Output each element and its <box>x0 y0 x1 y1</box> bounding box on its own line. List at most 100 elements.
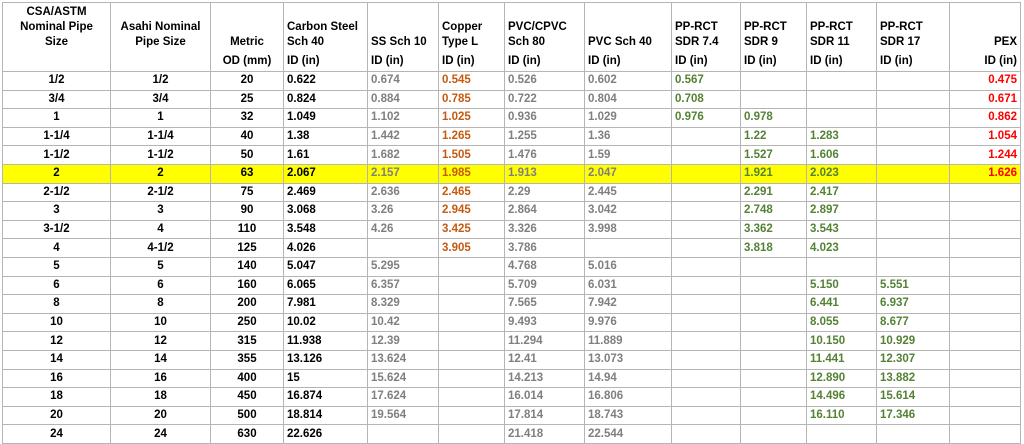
table-cell <box>671 256 741 277</box>
table-cell: 11.294 <box>504 331 585 351</box>
table-cell <box>671 387 741 407</box>
column-subheader: ID (in) <box>504 52 585 72</box>
table-cell: 0.862 <box>949 108 1021 128</box>
table-row: 14 14 355 13.126 13.624 12.41 13.073 11.441 12.3… <box>2 349 1021 370</box>
table-cell <box>740 71 807 91</box>
table-cell: 16.014 <box>504 387 585 407</box>
table-cell: 19.564 <box>367 405 439 426</box>
table-row: 2 2 63 2.067 2.157 1.985 1.913 2.047 1.921 2.023 1… <box>2 163 1021 184</box>
table-cell: 3 <box>110 201 211 221</box>
column-header: CSA/ASTM Nominal Pipe Size <box>2 2 111 52</box>
table-row: 12 12 315 11.938 12.39 11.294 11.889 10.150 10.9… <box>2 331 1021 351</box>
table-cell <box>740 294 807 314</box>
table-cell <box>876 182 950 203</box>
table-cell: 0.824 <box>283 89 368 110</box>
table-cell: 40 <box>210 126 284 147</box>
table-cell <box>740 368 807 389</box>
column-subheader: ID (in) <box>584 52 672 72</box>
table-cell <box>949 387 1021 407</box>
table-cell: 1.985 <box>438 163 505 184</box>
table-cell: 13.624 <box>367 349 439 370</box>
table-cell <box>584 238 672 258</box>
table-cell: 2.465 <box>438 182 505 203</box>
table-cell <box>438 275 505 296</box>
table-cell: 0.884 <box>367 89 439 110</box>
table-cell <box>949 238 1021 258</box>
column-header: PP-RCT SDR 7.4 <box>671 2 741 52</box>
table-cell: 1/2 <box>110 71 211 91</box>
table-row: 4 4-1/2 125 4.026 3.905 3.786 3.818 4.023 <box>2 238 1021 258</box>
table-cell: 1.682 <box>367 145 439 165</box>
column-header: Copper Type L <box>438 2 505 52</box>
table-row: 10 10 250 10.02 10.42 9.493 9.976 8.055 8.677 <box>2 312 1021 333</box>
table-cell: 14 <box>110 349 211 370</box>
table-cell <box>740 89 807 110</box>
table-cell: 17.814 <box>504 405 585 426</box>
table-cell: 140 <box>210 256 284 277</box>
table-cell: 0.526 <box>504 71 585 91</box>
table-cell <box>671 126 741 147</box>
table-cell: 10.929 <box>876 331 950 351</box>
table-cell: 1/2 <box>2 71 111 91</box>
table-cell: 2.067 <box>283 163 368 184</box>
table-cell: 2.636 <box>367 182 439 203</box>
table-cell: 5.150 <box>806 275 877 296</box>
table-cell <box>671 405 741 426</box>
table-cell: 2-1/2 <box>110 182 211 203</box>
table-cell <box>740 312 807 333</box>
table-row: 3-1/2 4 110 3.548 4.26 3.425 3.326 3.998 3.362 3.… <box>2 219 1021 240</box>
table-cell: 9.976 <box>584 312 672 333</box>
table-cell: 0.978 <box>740 108 807 128</box>
table-cell: 1.921 <box>740 163 807 184</box>
table-cell: 1 <box>110 108 211 128</box>
table-cell: 7.565 <box>504 294 585 314</box>
table-cell: 9.493 <box>504 312 585 333</box>
table-cell: 12 <box>110 331 211 351</box>
table-cell <box>438 405 505 426</box>
table-cell: 0.976 <box>671 108 741 128</box>
table-cell: 7.981 <box>283 294 368 314</box>
table-cell <box>949 405 1021 426</box>
table-cell: 15.614 <box>876 387 950 407</box>
table-cell: 4.023 <box>806 238 877 258</box>
table-cell: 4 <box>2 238 111 258</box>
table-cell: 5 <box>110 256 211 277</box>
table-cell <box>876 238 950 258</box>
table-cell: 1.913 <box>504 163 585 184</box>
table-cell: 5.551 <box>876 275 950 296</box>
table-cell <box>806 71 877 91</box>
column-subheader: ID (in) <box>876 52 950 72</box>
table-cell <box>671 275 741 296</box>
table-cell <box>438 331 505 351</box>
table-cell: 1.61 <box>283 145 368 165</box>
table-header: CSA/ASTM Nominal Pipe Size Asahi Nominal Pip… <box>2 2 1021 72</box>
table-cell: 18.743 <box>584 405 672 426</box>
table-cell: 90 <box>210 201 284 221</box>
table-cell: 2 <box>2 163 111 184</box>
table-cell: 250 <box>210 312 284 333</box>
table-cell <box>949 294 1021 314</box>
table-cell: 3.362 <box>740 219 807 240</box>
table-cell: 2.291 <box>740 182 807 203</box>
table-cell: 4-1/2 <box>110 238 211 258</box>
table-cell: 2.897 <box>806 201 877 221</box>
table-cell: 15.624 <box>367 368 439 389</box>
table-cell: 13.126 <box>283 349 368 370</box>
table-cell <box>949 275 1021 296</box>
table-cell: 3.786 <box>504 238 585 258</box>
table-cell: 0.936 <box>504 108 585 128</box>
table-row: 3 3 90 3.068 3.26 2.945 2.864 3.042 2.748 2.897 <box>2 201 1021 221</box>
table-cell: 16.874 <box>283 387 368 407</box>
table-cell <box>438 387 505 407</box>
table-cell: 2.748 <box>740 201 807 221</box>
table-cell <box>438 312 505 333</box>
table-cell: 1-1/2 <box>110 145 211 165</box>
table-cell: 0.567 <box>671 71 741 91</box>
table-cell <box>671 238 741 258</box>
table-cell <box>671 201 741 221</box>
table-cell <box>949 349 1021 370</box>
column-header: SS Sch 10 <box>367 2 439 52</box>
table-cell: 1.505 <box>438 145 505 165</box>
table-cell: 25 <box>210 89 284 110</box>
table-cell: 6.441 <box>806 294 877 314</box>
